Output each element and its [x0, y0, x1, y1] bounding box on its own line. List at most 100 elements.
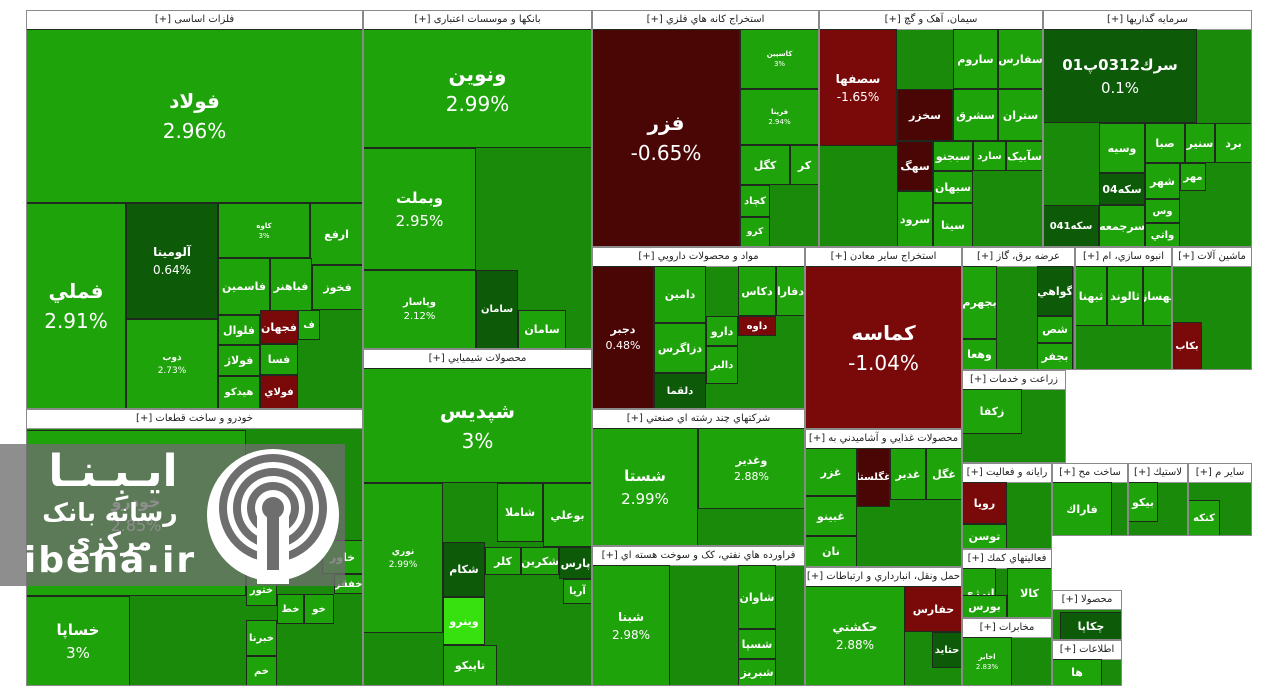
- stock-tile[interactable]: توسن: [963, 524, 1007, 548]
- stock-tile[interactable]: وينرو: [443, 597, 485, 645]
- stock-tile[interactable]: حتايد: [932, 632, 961, 668]
- stock-tile[interactable]: شستا 2.99%: [593, 428, 698, 545]
- stock-tile[interactable]: فجهان: [260, 310, 298, 344]
- stock-tile[interactable]: چكاپا: [1060, 612, 1121, 639]
- sector-header[interactable]: زراعت و خدمات [+]: [963, 371, 1065, 390]
- stock-tile[interactable]: سبجنو: [933, 141, 973, 171]
- stock-tile[interactable]: نان: [806, 536, 857, 566]
- stock-tile[interactable]: ستران: [998, 89, 1042, 141]
- sector-header[interactable]: محصولات غذايي و آشاميدني به [+]: [806, 430, 961, 449]
- stock-tile[interactable]: وپاسار 2.12%: [364, 270, 476, 348]
- stock-tile[interactable]: فلوال: [218, 315, 260, 345]
- stock-tile[interactable]: تهساز: [1143, 266, 1171, 326]
- sector-header[interactable]: خودرو و ساخت قطعات [+]: [27, 410, 362, 429]
- stock-tile[interactable]: کگل: [740, 145, 790, 185]
- stock-tile[interactable]: شاوان: [738, 565, 776, 629]
- stock-tile[interactable]: کرو: [740, 217, 770, 246]
- stock-tile[interactable]: برد: [1215, 123, 1251, 163]
- stock-tile[interactable]: وسيه: [1099, 123, 1145, 173]
- stock-tile[interactable]: پارس: [559, 547, 591, 579]
- stock-tile[interactable]: بجفر: [1037, 343, 1073, 369]
- sector-header[interactable]: شرکتهاي چند رشته اي صنعتي [+]: [593, 410, 804, 429]
- stock-tile[interactable]: شسپا: [738, 629, 776, 659]
- stock-tile[interactable]: آلومينا 0.64%: [126, 203, 218, 319]
- stock-tile[interactable]: دکاس: [738, 266, 776, 316]
- stock-tile[interactable]: سيتا: [933, 203, 973, 246]
- stock-tile[interactable]: کاوه 3%: [218, 203, 310, 258]
- stock-tile[interactable]: بيكو: [1129, 482, 1158, 522]
- sector-header[interactable]: لاستيك [+]: [1129, 464, 1187, 483]
- stock-tile[interactable]: شهر: [1145, 163, 1180, 199]
- sector-header[interactable]: سيمان، آهک و گچ [+]: [820, 11, 1042, 30]
- stock-tile[interactable]: غبينو: [806, 496, 857, 536]
- stock-tile[interactable]: فاسمين: [218, 258, 270, 315]
- stock-tile[interactable]: بكاب: [1173, 322, 1202, 369]
- sector-header[interactable]: انبوه سازي، ام [+]: [1076, 248, 1171, 267]
- stock-tile[interactable]: وس: [1145, 199, 1180, 223]
- stock-tile[interactable]: زکفا: [963, 389, 1022, 434]
- stock-tile[interactable]: ف: [298, 310, 320, 340]
- stock-tile[interactable]: سفارس: [998, 29, 1042, 89]
- stock-tile[interactable]: کماسه -1.04%: [806, 266, 961, 428]
- stock-tile[interactable]: گواهي: [1037, 266, 1073, 316]
- sector-header[interactable]: رايانه و فعاليت [+]: [963, 464, 1051, 483]
- stock-tile[interactable]: ثالوند: [1107, 266, 1143, 326]
- sector-header[interactable]: اطلاعات [+]: [1053, 641, 1121, 660]
- stock-tile[interactable]: شکربن: [521, 547, 559, 575]
- stock-tile[interactable]: وبملت 2.95%: [364, 148, 476, 270]
- sector-header[interactable]: عرضه برق، گاز [+]: [963, 248, 1074, 267]
- sector-header[interactable]: محصولات شيميايي [+]: [364, 350, 591, 369]
- sector-header[interactable]: بانکها و موسسات اعتباری [+]: [364, 11, 591, 30]
- sector-header[interactable]: استخراج کانه هاي فلزي [+]: [593, 11, 818, 30]
- stock-tile[interactable]: ونوين 2.99%: [364, 29, 591, 148]
- stock-tile[interactable]: واتي: [1145, 223, 1180, 246]
- stock-tile[interactable]: دفارا: [776, 266, 804, 316]
- stock-tile[interactable]: دامين: [654, 266, 706, 323]
- stock-tile[interactable]: خساپا 3%: [27, 596, 130, 685]
- stock-tile[interactable]: شاملا: [497, 483, 543, 542]
- sector-header[interactable]: ساخت مح [+]: [1053, 464, 1127, 483]
- stock-tile[interactable]: سكه041: [1044, 205, 1099, 246]
- stock-tile[interactable]: دزاگرس: [654, 323, 706, 373]
- sector-header[interactable]: محصولا [+]: [1053, 591, 1121, 610]
- stock-tile[interactable]: دالبر: [706, 346, 738, 384]
- stock-tile[interactable]: غزر: [806, 448, 857, 496]
- stock-tile[interactable]: شبنا 2.98%: [593, 565, 670, 685]
- sector-header[interactable]: مواد و محصولات دارويي [+]: [593, 248, 804, 267]
- stock-tile[interactable]: غگل: [926, 448, 961, 500]
- stock-tile[interactable]: داوه: [738, 316, 776, 336]
- stock-tile[interactable]: خو: [304, 594, 334, 624]
- stock-tile[interactable]: غدير: [890, 448, 926, 500]
- stock-tile[interactable]: آريا: [563, 579, 591, 604]
- stock-tile[interactable]: حفارس: [905, 586, 961, 632]
- stock-tile[interactable]: فخوز: [312, 265, 362, 310]
- sector-header[interactable]: فلزات اساسی [+]: [27, 11, 362, 30]
- stock-tile[interactable]: ساروم: [953, 29, 998, 89]
- stock-tile[interactable]: فولاي: [260, 375, 298, 408]
- stock-tile[interactable]: کاسپين 3%: [740, 29, 818, 89]
- sector-header[interactable]: فعاليتهاي كمك [+]: [963, 550, 1051, 569]
- stock-tile[interactable]: سارد: [973, 141, 1006, 171]
- stock-tile[interactable]: سامان: [476, 270, 518, 348]
- stock-tile[interactable]: بوعلي: [543, 483, 591, 547]
- stock-tile[interactable]: سامان: [518, 310, 566, 348]
- stock-tile[interactable]: فملي 2.91%: [27, 203, 126, 408]
- stock-tile[interactable]: ثبهنا: [1076, 266, 1107, 326]
- stock-tile[interactable]: هيدکو: [218, 376, 260, 408]
- sector-header[interactable]: حمل ونقل، انبارداري و ارتباطات [+]: [806, 568, 961, 587]
- stock-tile[interactable]: بورس: [963, 595, 1007, 617]
- stock-tile[interactable]: فباهنر: [270, 258, 312, 315]
- stock-tile[interactable]: دلقما: [654, 373, 706, 408]
- stock-tile[interactable]: فولاژ: [218, 345, 260, 376]
- stock-tile[interactable]: خم: [246, 656, 277, 685]
- stock-tile[interactable]: سخزر: [897, 89, 953, 141]
- stock-tile[interactable]: دجبر 0.48%: [593, 266, 654, 408]
- stock-tile[interactable]: سهگ: [897, 141, 933, 191]
- stock-tile[interactable]: کلر: [485, 547, 521, 575]
- stock-tile[interactable]: کچاد: [740, 185, 770, 217]
- stock-tile[interactable]: فاراك: [1053, 482, 1112, 535]
- stock-tile[interactable]: كنكه: [1189, 500, 1220, 535]
- stock-tile[interactable]: بجهرم: [963, 266, 997, 339]
- sector-header[interactable]: فراورده هاي نفتي، کک و سوخت هسته اي [+]: [593, 547, 804, 566]
- stock-tile[interactable]: خط: [277, 594, 304, 624]
